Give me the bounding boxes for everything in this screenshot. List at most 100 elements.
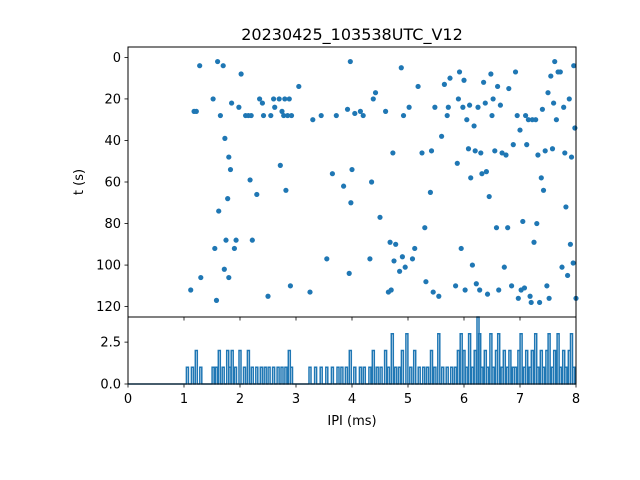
scatter-point [482, 100, 488, 106]
histogram-panel: 0.0 2.5 0 1 2 3 4 5 6 7 8 IPI (ms) [100, 316, 580, 429]
scatter-point [388, 287, 394, 293]
scatter-point [489, 112, 495, 119]
scatter-point [551, 100, 557, 106]
scatter-point [391, 258, 397, 264]
scatter-point [531, 239, 537, 245]
scatter-point [458, 245, 464, 252]
scatter-point [520, 218, 526, 225]
scatter-point [310, 117, 316, 123]
histogram-x-tick-label: 8 [572, 392, 580, 407]
scatter-point [406, 104, 412, 110]
scatter-point [490, 96, 496, 102]
scatter-point [197, 63, 203, 69]
scatter-point [212, 245, 218, 252]
scatter-point [357, 108, 363, 114]
scatter-point [341, 183, 347, 189]
scatter-point [496, 287, 502, 293]
scatter-point [402, 264, 408, 270]
scatter-point [383, 108, 389, 114]
scatter-point [221, 266, 227, 272]
scatter-point [539, 106, 546, 112]
scatter-point [562, 150, 568, 156]
scatter-point [477, 287, 483, 293]
scatter-point [553, 117, 560, 123]
scatter-point [499, 150, 505, 156]
scatter-point [369, 179, 375, 185]
scatter-point [465, 146, 472, 152]
scatter-point [462, 287, 468, 293]
scatter-point [387, 239, 393, 245]
scatter-point [346, 270, 352, 276]
scatter-point [367, 256, 373, 262]
scatter-point [436, 293, 442, 299]
scatter-point [566, 96, 572, 102]
scatter-point [455, 96, 461, 102]
scatter-point [400, 112, 407, 119]
scatter-point [272, 104, 278, 110]
scatter-point [344, 106, 351, 112]
scatter-point [561, 104, 567, 110]
scatter-point [542, 148, 548, 154]
scatter-point [213, 297, 220, 303]
scatter-point [247, 177, 253, 183]
scatter-point [523, 112, 529, 119]
scatter-point [464, 117, 470, 123]
scatter-point [461, 77, 467, 83]
scatter-point [398, 65, 404, 71]
scatter-point [479, 171, 485, 177]
scatter-point [259, 100, 265, 106]
scatter-point [288, 112, 295, 119]
scatter-point [444, 112, 450, 119]
histogram-x-tick-label: 2 [236, 392, 244, 407]
scatter-y-tick-label: 100 [96, 259, 121, 274]
scatter-point [571, 63, 577, 69]
scatter-y-tick-label: 80 [104, 217, 121, 232]
scatter-point [567, 241, 574, 247]
scatter-y-axis-label: t (s) [72, 169, 87, 195]
scatter-point [220, 63, 226, 69]
scatter-point [229, 100, 235, 106]
scatter-point [223, 237, 229, 243]
scatter-point [188, 287, 194, 293]
scatter-point [514, 112, 520, 119]
scatter-point [198, 274, 204, 281]
scatter-point [538, 175, 544, 181]
scatter-point [324, 256, 330, 262]
scatter-point [260, 112, 267, 119]
scatter-point [527, 293, 533, 299]
scatter-point [572, 125, 578, 131]
scatter-point [517, 127, 523, 133]
scatter-point [447, 75, 453, 81]
scatter-point [296, 83, 302, 90]
scatter-point [193, 108, 199, 114]
scatter-point [329, 171, 335, 177]
scatter-point [287, 283, 293, 289]
histogram-x-tick-label: 0 [124, 392, 132, 407]
scatter-point [509, 283, 515, 289]
scatter-y-tick-label: 0 [113, 51, 121, 66]
scatter-point [222, 135, 228, 141]
scatter-point [534, 220, 540, 227]
scatter-point [277, 162, 283, 168]
scatter-point [453, 283, 459, 289]
scatter-point [537, 299, 543, 306]
scatter-panel: 0 20 40 60 80 100 120 t (s) [72, 46, 579, 321]
scatter-point [432, 104, 438, 110]
scatter-point [217, 112, 223, 119]
scatter-point [559, 264, 565, 270]
scatter-point [546, 295, 552, 301]
scatter-point [468, 175, 474, 181]
scatter-points [188, 58, 579, 306]
scatter-point [281, 112, 287, 119]
scatter-point [283, 187, 289, 193]
scatter-point [399, 254, 405, 260]
scatter-point [505, 225, 511, 231]
scatter-point [233, 237, 239, 243]
histogram-x-tick-label: 6 [460, 392, 468, 407]
scatter-point [236, 104, 242, 110]
scatter-point [503, 152, 509, 158]
scatter-point [227, 166, 234, 173]
scatter-point [210, 96, 216, 102]
scatter-point [512, 69, 519, 75]
